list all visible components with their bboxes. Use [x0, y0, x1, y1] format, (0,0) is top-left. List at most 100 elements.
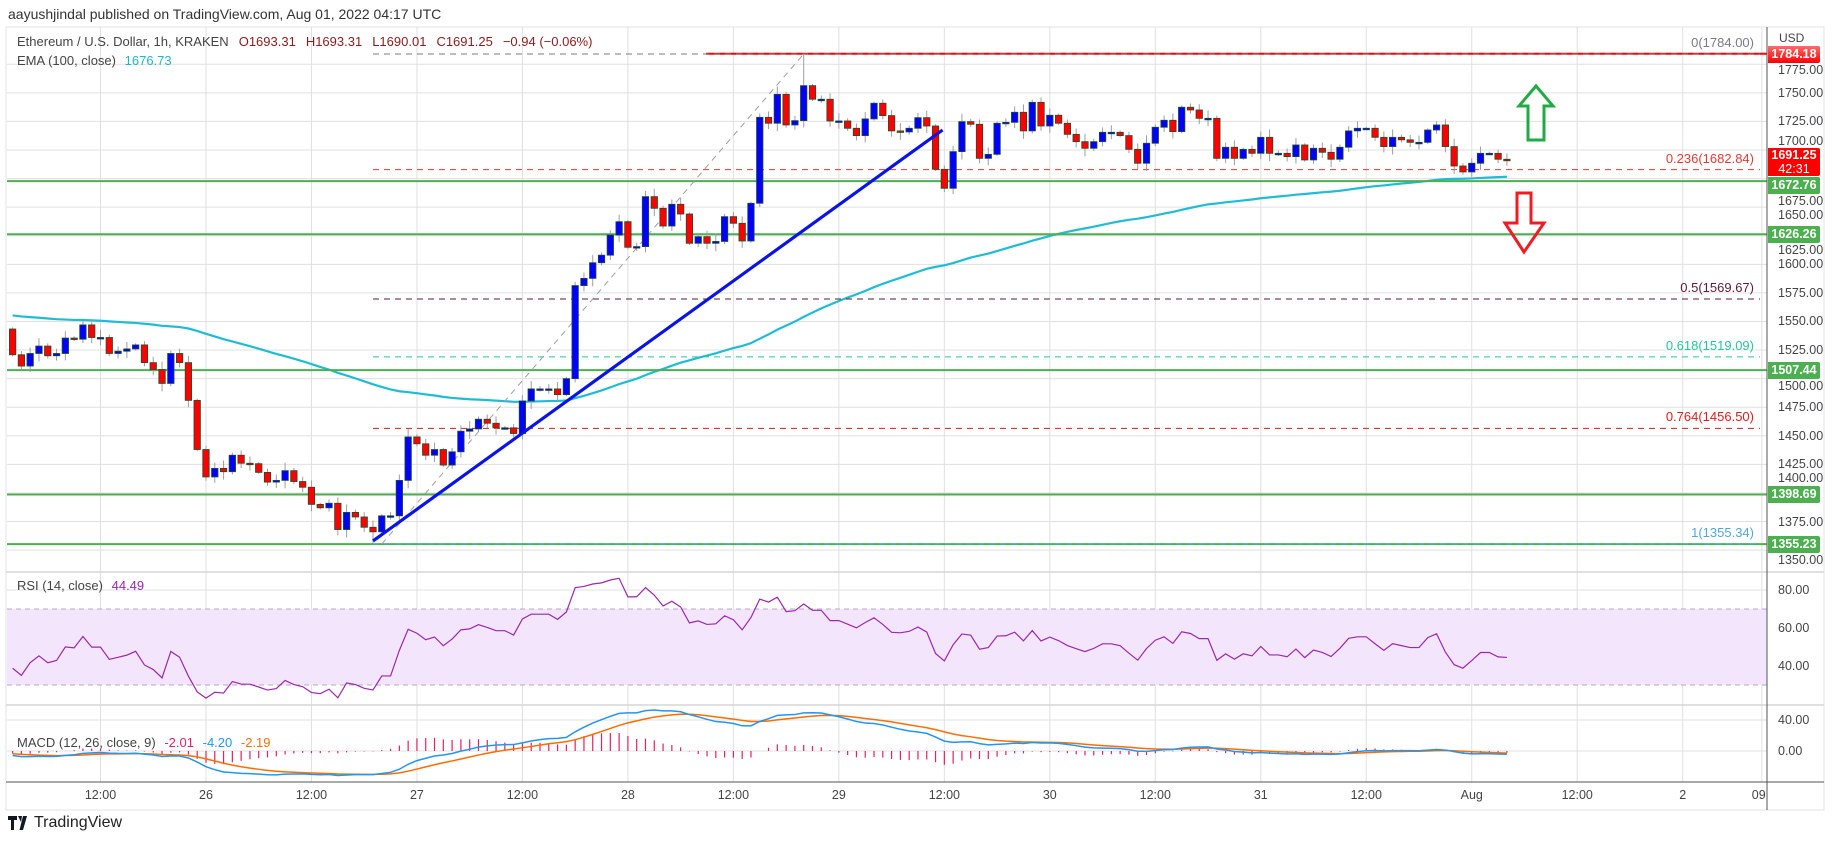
candle [1327, 144, 1335, 168]
rsi-label: RSI (14, close) [17, 578, 103, 593]
candle-body [386, 515, 395, 518]
candle-body [888, 115, 896, 132]
ema-legend[interactable]: EMA (100, close) 1676.73 [17, 53, 172, 68]
candle [299, 476, 307, 493]
high-value: H1693.31 [305, 34, 363, 49]
price-tick-label: 1625.00 [1778, 243, 1824, 257]
candle-body [1195, 109, 1203, 119]
macd-legend[interactable]: MACD (12, 26, close, 9) -2.01 -4.20 -2.1… [17, 735, 271, 750]
candle-body [228, 454, 236, 473]
candle [1485, 151, 1493, 156]
price-tick-label: 1700.00 [1778, 134, 1824, 148]
candle [668, 199, 676, 231]
published-caption: aayushjindal published on TradingView.co… [8, 6, 442, 22]
candle [1494, 149, 1502, 164]
candle [1476, 146, 1485, 171]
candle-body [1327, 151, 1335, 160]
candle-body [1248, 148, 1256, 154]
price-tick-label: 1750.00 [1778, 85, 1824, 100]
tradingview-logo[interactable]: TradingView [8, 814, 122, 832]
candle-body [1230, 146, 1239, 159]
candle [650, 188, 658, 217]
candle [1011, 106, 1019, 129]
candle-body [255, 463, 263, 473]
candle-body [967, 121, 975, 125]
price-tick-label: 1525.00 [1778, 343, 1824, 358]
time-tick-label: 12:00 [506, 788, 539, 802]
candle-body [984, 153, 992, 159]
time-tick-label: 12:00 [84, 788, 117, 802]
candle-body [1503, 158, 1511, 162]
macd-histogram-value: -2.01 [164, 735, 194, 750]
price-tick-label: 1375.00 [1778, 514, 1824, 529]
candle [448, 448, 456, 469]
rsi-line [12, 577, 1507, 699]
candle-body [553, 388, 562, 396]
candle-body [1494, 152, 1502, 160]
candle [1028, 99, 1036, 134]
macd-line [12, 709, 1507, 777]
time-tick-label: 30 [1042, 788, 1057, 802]
candle [1459, 163, 1467, 175]
candle-body [782, 93, 790, 126]
candle-body [299, 481, 307, 488]
candle-body [1186, 106, 1195, 111]
price-tick-label: 1350.00 [1778, 553, 1824, 567]
candle-body [1178, 106, 1186, 132]
candle-body [1485, 152, 1493, 156]
candle [510, 424, 518, 438]
candle [967, 118, 975, 128]
candle-body [44, 345, 52, 357]
candle [1055, 113, 1063, 125]
candle [211, 462, 219, 483]
candle [149, 356, 157, 376]
candle-body [343, 511, 351, 530]
macd-line-value: -4.20 [202, 735, 233, 750]
candle [114, 346, 122, 359]
candle [1116, 130, 1124, 138]
symbol-legend[interactable]: Ethereum / U.S. Dollar, 1h, KRAKEN O1693.… [17, 34, 592, 49]
candle [852, 123, 861, 141]
candle [413, 434, 421, 447]
candle [958, 113, 966, 160]
candle [1169, 113, 1177, 139]
candle [474, 416, 483, 432]
candle [1239, 147, 1247, 161]
candle-body [1160, 119, 1168, 128]
candle-body [422, 443, 430, 456]
candle [984, 147, 992, 166]
candle-body [369, 526, 377, 533]
candle-body [1063, 122, 1071, 135]
candle-body [1459, 165, 1467, 173]
candle [61, 331, 69, 361]
candle-body [1406, 139, 1414, 143]
candle [1151, 124, 1159, 146]
candle [589, 254, 597, 287]
candle-body [949, 151, 957, 189]
candle [386, 512, 395, 520]
candle [316, 502, 324, 510]
fib-trend-line [381, 53, 805, 545]
candle-body [114, 350, 122, 354]
candle [764, 111, 773, 130]
current-price-label: 1691.25 42:31 [1768, 148, 1820, 176]
candle [1468, 158, 1476, 177]
candle [1274, 150, 1282, 157]
candle [1424, 128, 1432, 145]
low-value: L1690.01 [372, 34, 427, 49]
candle [1336, 144, 1344, 163]
candle [255, 461, 263, 475]
candle [202, 445, 210, 481]
candle [228, 452, 236, 475]
rsi-legend[interactable]: RSI (14, close) 44.49 [17, 578, 144, 593]
candle-body [325, 502, 333, 509]
candle-body [492, 422, 500, 429]
candle-body [316, 503, 324, 509]
candle [492, 416, 500, 435]
candle-body [1468, 162, 1476, 173]
ema-value: 1676.73 [124, 53, 172, 68]
ema-label: EMA (100, close) [17, 53, 116, 68]
candle [720, 213, 729, 245]
macd-tick-label: 0.00 [1778, 744, 1803, 758]
